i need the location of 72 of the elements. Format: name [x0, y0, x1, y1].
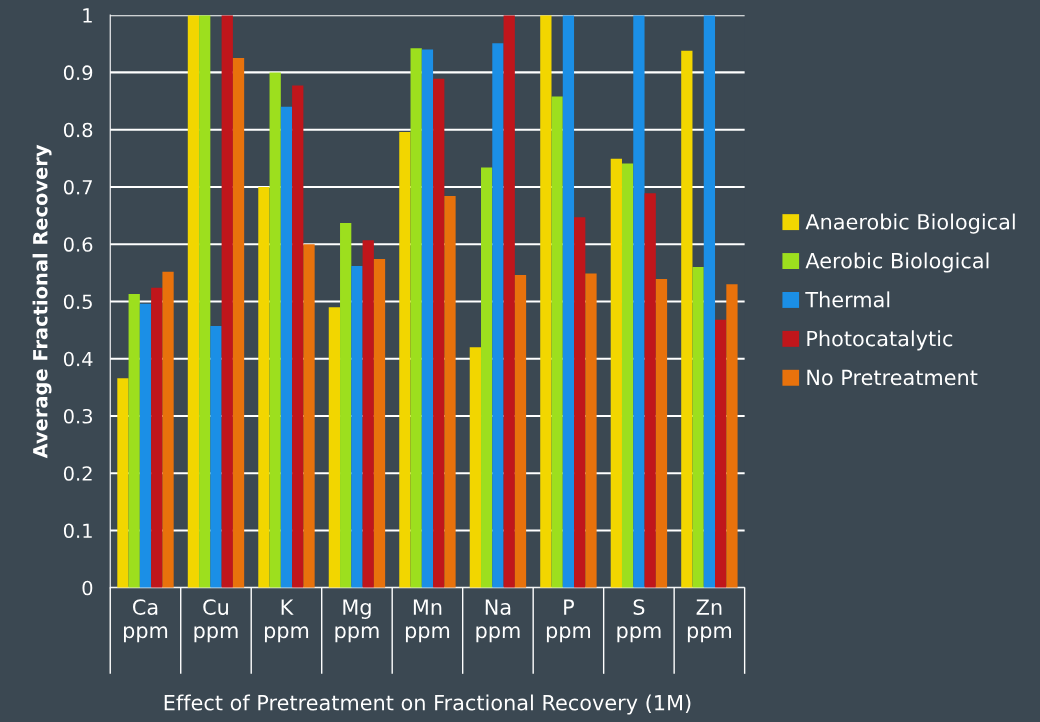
bar [503, 15, 515, 588]
bar [715, 319, 727, 588]
y-tick-label: 0.2 [63, 466, 92, 481]
bar [151, 287, 163, 588]
bar [469, 347, 482, 588]
bar [199, 15, 211, 588]
bar [681, 50, 693, 588]
x-tick-label: P ppm [546, 599, 591, 643]
bar [444, 196, 456, 588]
bar [433, 78, 445, 588]
bar [585, 273, 597, 588]
bar [514, 275, 527, 588]
bar [162, 271, 174, 588]
bar [258, 186, 270, 588]
legend-label: Aerobic Biological [805, 252, 989, 273]
legend-label: Photocatalytic [807, 330, 953, 351]
y-tick-label: 0.5 [63, 294, 92, 310]
bar [574, 217, 586, 588]
bar [351, 265, 363, 588]
bar [221, 15, 233, 588]
x-tick-label: K ppm [264, 599, 309, 643]
bar [481, 167, 493, 588]
bar [292, 85, 304, 588]
x-tick-label: Mg ppm [335, 599, 379, 643]
y-tick-label: 0.7 [63, 179, 92, 195]
bar [562, 15, 575, 588]
y-tick-label: 0.4 [63, 351, 93, 367]
bar [540, 15, 552, 588]
bar [210, 326, 222, 588]
bar [644, 193, 656, 588]
x-tick-label: Cu ppm [194, 599, 238, 643]
bar [117, 378, 129, 588]
x-tick-label: Zn ppm [687, 599, 731, 643]
y-axis-title: Average Fractional Recovery [32, 144, 52, 459]
legend-label: Anaerobic Biological [805, 213, 1015, 234]
x-tick-label: Mn ppm [405, 599, 450, 643]
bar [373, 259, 386, 588]
bar [232, 58, 245, 588]
bar [551, 96, 563, 588]
bar [621, 163, 634, 588]
legend-label: No Pretreatment [807, 369, 978, 386]
x-axis-title: Effect of Pretreatment on Fractional Recovery (1M) [164, 694, 691, 715]
bar [492, 43, 504, 588]
bar [340, 223, 352, 588]
bar [303, 244, 315, 588]
y-tick-label: 0.1 [63, 523, 92, 539]
legend-label: Thermal [805, 291, 890, 308]
bar [328, 307, 341, 588]
bar [187, 15, 200, 588]
bar [362, 240, 374, 588]
bar [280, 106, 293, 588]
bar [610, 158, 622, 588]
bar [421, 49, 434, 588]
y-tick-label: 0 [82, 580, 93, 596]
y-tick-label: 0.9 [63, 65, 93, 81]
bar [703, 15, 716, 588]
bar [692, 267, 704, 588]
y-tick-label: 1 [83, 8, 92, 23]
bar [399, 131, 411, 588]
bar [410, 48, 422, 588]
x-tick-label: Ca ppm [124, 599, 168, 643]
bar [139, 303, 152, 588]
x-tick-label: Na ppm [476, 599, 520, 643]
y-tick-label: 0.8 [63, 122, 93, 138]
y-tick-label: 0.3 [63, 408, 93, 424]
y-tick-label: 0.6 [63, 237, 93, 252]
x-tick-label: S ppm [617, 599, 661, 643]
bar [128, 293, 140, 588]
bar [269, 72, 281, 588]
bar [633, 15, 645, 588]
bar [655, 279, 668, 588]
bar [726, 284, 738, 588]
